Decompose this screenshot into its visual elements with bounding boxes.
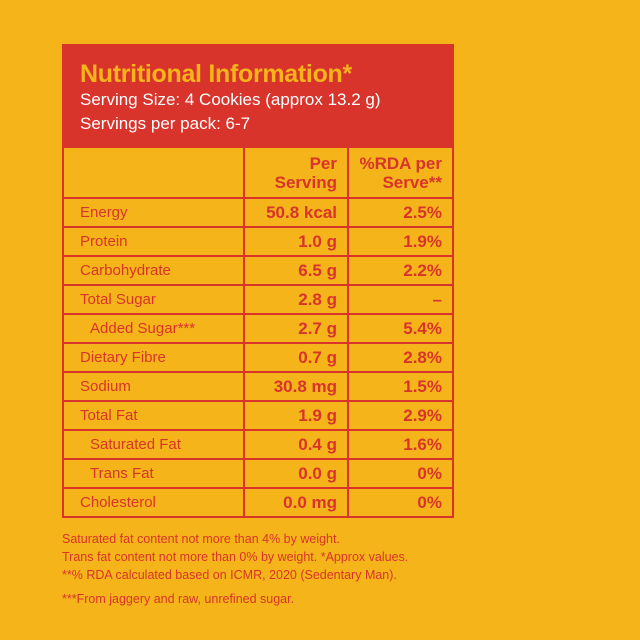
rda-value: 0%: [347, 487, 452, 516]
nutrient-name: Sodium: [64, 371, 245, 402]
table-row: Total Fat 1.9 g 2.9%: [64, 400, 452, 431]
rda-value: 2.2%: [347, 255, 452, 286]
per-serving-value: 2.8 g: [243, 284, 349, 315]
nutrient-name: Trans Fat: [64, 458, 245, 489]
rda-value: 2.8%: [347, 342, 452, 373]
footnotes: Saturated fat content not more than 4% b…: [62, 530, 502, 608]
per-serving-value: 0.7 g: [243, 342, 349, 373]
nutrient-name: Total Sugar: [64, 284, 245, 315]
nutrient-name: Carbohydrate: [64, 255, 245, 286]
table-header-row: Per Serving %RDA per Serve**: [64, 148, 452, 199]
nutrient-name: Total Fat: [64, 400, 245, 431]
nutrient-name: Dietary Fibre: [64, 342, 245, 373]
rda-value: 2.9%: [347, 400, 452, 431]
footnote: Saturated fat content not more than 4% b…: [62, 532, 340, 546]
per-serving-value: 0.0 mg: [243, 487, 349, 516]
footnote: Trans fat content not more than 0% by we…: [62, 550, 409, 564]
column-header-rda: %RDA per Serve**: [347, 148, 452, 199]
per-serving-value: 30.8 mg: [243, 371, 349, 402]
table-row: Added Sugar*** 2.7 g 5.4%: [64, 313, 452, 344]
per-serving-value: 0.4 g: [243, 429, 349, 460]
rda-value: 2.5%: [347, 198, 452, 228]
nutrient-name: Saturated Fat: [64, 429, 245, 460]
nutrition-header: Nutritional Information* Serving Size: 4…: [64, 46, 452, 148]
table-row: Energy 50.8 kcal 2.5%: [64, 198, 452, 228]
table-row: Dietary Fibre 0.7 g 2.8%: [64, 342, 452, 373]
rda-value: 1.9%: [347, 226, 452, 257]
table-row: Carbohydrate 6.5 g 2.2%: [64, 255, 452, 286]
rda-value: 0%: [347, 458, 452, 489]
nutrition-title: Nutritional Information*: [80, 60, 352, 88]
footnote: **% RDA calculated based on ICMR, 2020 (…: [62, 568, 397, 582]
rda-value: –: [347, 284, 452, 315]
rda-value: 1.5%: [347, 371, 452, 402]
table-row: Sodium 30.8 mg 1.5%: [64, 371, 452, 402]
rda-value: 5.4%: [347, 313, 452, 344]
column-header-per-serving: Per Serving: [243, 148, 349, 199]
footnote: ***From jaggery and raw, unrefined sugar…: [62, 592, 295, 606]
per-serving-value: 2.7 g: [243, 313, 349, 344]
nutrition-panel: Nutritional Information* Serving Size: 4…: [62, 44, 454, 518]
table-row: Protein 1.0 g 1.9%: [64, 226, 452, 257]
servings-per-pack: Servings per pack: 6-7: [80, 114, 251, 133]
column-header-nutrient: [64, 148, 245, 199]
per-serving-value: 1.0 g: [243, 226, 349, 257]
per-serving-value: 0.0 g: [243, 458, 349, 489]
rda-value: 1.6%: [347, 429, 452, 460]
table-row: Saturated Fat 0.4 g 1.6%: [64, 429, 452, 460]
table-row: Cholesterol 0.0 mg 0%: [64, 487, 452, 516]
per-serving-value: 1.9 g: [243, 400, 349, 431]
per-serving-value: 50.8 kcal: [243, 198, 349, 228]
nutrient-name: Cholesterol: [64, 487, 245, 516]
table-row: Total Sugar 2.8 g –: [64, 284, 452, 315]
nutrient-name: Added Sugar***: [64, 313, 245, 344]
nutrition-table: Per Serving %RDA per Serve** Energy 50.8 …: [64, 148, 452, 516]
table-row: Trans Fat 0.0 g 0%: [64, 458, 452, 489]
per-serving-value: 6.5 g: [243, 255, 349, 286]
nutrient-name: Protein: [64, 226, 245, 257]
serving-size: Serving Size: 4 Cookies (approx 13.2 g): [80, 90, 381, 109]
nutrient-name: Energy: [64, 198, 245, 228]
